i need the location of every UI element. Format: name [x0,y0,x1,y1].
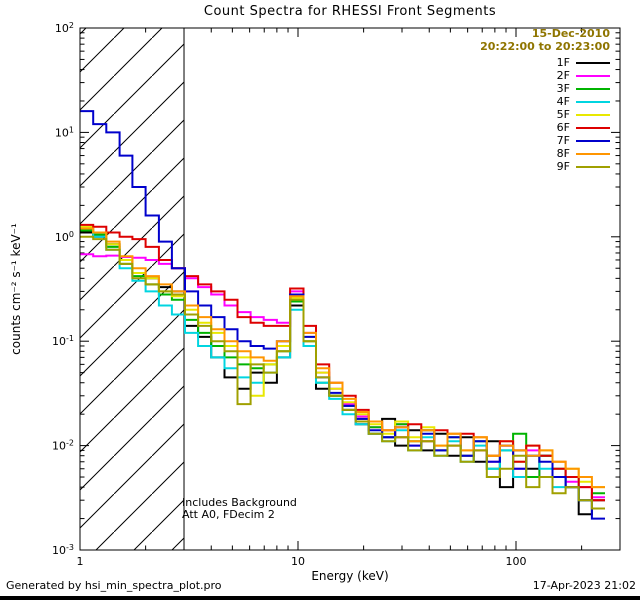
svg-text:100: 100 [505,555,526,568]
svg-text:1: 1 [77,555,84,568]
legend-swatch [576,87,610,90]
legend-swatch [576,74,610,77]
x-tick-labels: 1 10 100 [77,555,527,568]
legend-entry-4F: 4F [557,95,610,108]
legend-label: 2F [556,69,570,82]
legend-swatch [576,61,610,64]
svg-text:10-3: 10-3 [52,543,74,557]
axis-ticks [79,27,620,551]
legend-label: 5F [556,108,570,121]
series-line-9F [80,235,605,510]
legend-label: 8F [556,147,570,160]
svg-text:101: 101 [55,125,74,139]
observation-date: 15-Dec-2010 [531,27,610,40]
generated-timestamp: 17-Apr-2023 21:02 [532,579,636,592]
series-line-8F [80,227,605,489]
legend-entry-1F: 1F [557,56,610,69]
legend-label: 1F [556,56,570,69]
svg-text:10-2: 10-2 [52,439,74,453]
svg-text:10-1: 10-1 [52,334,74,348]
legend-label: 3F [556,82,570,95]
window-edge [0,596,640,600]
note-includes-background: Includes Background [182,496,297,509]
legend-label: 7F [556,134,570,147]
legend-entry-3F: 3F [557,82,610,95]
plot-frame [79,27,621,551]
legend-entry-9F: 9F [557,160,610,173]
legend-label: 9F [556,160,570,173]
svg-text:102: 102 [55,21,74,35]
spectra-lines [80,110,605,520]
page-title: Count Spectra for RHESSI Front Segments [203,4,497,19]
legend-swatch [576,100,610,103]
observation-time-range: 20:22:00 to 20:23:00 [480,40,610,53]
legend-swatch [576,139,610,142]
x-axis-label: Energy (keV) [311,569,389,583]
legend-entry-6F: 6F [557,121,610,134]
svg-text:10: 10 [291,555,305,568]
legend-label: 6F [556,121,570,134]
legend-swatch [576,113,610,116]
y-axis-label: counts cm⁻² s⁻¹ keV⁻¹ [9,223,23,355]
legend-label: 4F [556,95,570,108]
legend: 1F 2F 3F 4F 5F 6F 7F 8F 9F [557,56,610,173]
legend-entry-2F: 2F [557,69,610,82]
generated-by-text: Generated by hsi_min_spectra_plot.pro [6,579,222,592]
legend-swatch [576,126,610,129]
legend-entry-8F: 8F [557,147,610,160]
legend-swatch [576,152,610,155]
hatch-region [80,28,185,550]
svg-text:100: 100 [55,230,74,244]
y-tick-labels: 102 101 100 10-1 10-2 10-3 [52,21,74,557]
legend-entry-7F: 7F [557,134,610,147]
legend-entry-5F: 5F [557,108,610,121]
legend-swatch [576,165,610,168]
note-attenuator-state: Att A0, FDecim 2 [182,508,275,521]
